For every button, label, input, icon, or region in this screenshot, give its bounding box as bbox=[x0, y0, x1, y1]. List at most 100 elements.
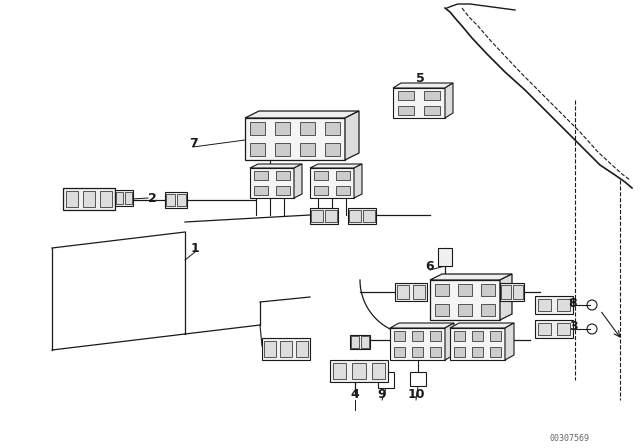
Bar bbox=[255, 186, 268, 195]
Bar bbox=[472, 331, 483, 341]
Bar bbox=[378, 372, 394, 388]
Bar bbox=[481, 304, 495, 316]
Polygon shape bbox=[345, 111, 359, 160]
Bar bbox=[500, 283, 524, 301]
Bar bbox=[398, 106, 414, 115]
Bar bbox=[535, 320, 573, 338]
Bar bbox=[398, 91, 414, 100]
Polygon shape bbox=[430, 274, 512, 280]
Bar bbox=[116, 192, 123, 204]
Bar bbox=[165, 192, 187, 208]
Polygon shape bbox=[250, 168, 294, 198]
Bar bbox=[300, 143, 315, 156]
Polygon shape bbox=[393, 88, 445, 118]
Bar bbox=[538, 299, 551, 311]
Text: 5: 5 bbox=[415, 72, 424, 85]
Bar bbox=[125, 192, 132, 204]
Bar bbox=[412, 347, 423, 357]
Bar bbox=[430, 347, 442, 357]
Bar bbox=[454, 331, 465, 341]
Bar bbox=[337, 186, 349, 195]
Bar bbox=[472, 347, 483, 357]
Bar bbox=[280, 341, 292, 357]
Text: 9: 9 bbox=[378, 388, 387, 401]
Bar bbox=[276, 171, 289, 180]
Bar bbox=[177, 194, 186, 207]
Polygon shape bbox=[354, 164, 362, 198]
Bar bbox=[458, 284, 472, 296]
Bar bbox=[100, 191, 113, 207]
Polygon shape bbox=[445, 323, 454, 360]
Polygon shape bbox=[505, 323, 514, 360]
Bar bbox=[435, 304, 449, 316]
Bar bbox=[330, 360, 388, 382]
Bar bbox=[557, 299, 570, 311]
Bar bbox=[501, 285, 511, 299]
Bar bbox=[424, 106, 440, 115]
Bar bbox=[264, 341, 276, 357]
Bar bbox=[430, 331, 442, 341]
Text: 7: 7 bbox=[189, 137, 197, 150]
Text: 4: 4 bbox=[351, 388, 360, 401]
Bar bbox=[412, 331, 423, 341]
Polygon shape bbox=[310, 168, 354, 198]
Bar bbox=[83, 191, 95, 207]
Bar bbox=[424, 91, 440, 100]
Bar bbox=[513, 285, 523, 299]
Bar bbox=[310, 208, 338, 224]
Bar bbox=[65, 191, 77, 207]
Text: 6: 6 bbox=[426, 259, 435, 272]
Text: 8: 8 bbox=[569, 297, 577, 310]
Bar bbox=[312, 210, 323, 222]
Bar bbox=[255, 171, 268, 180]
Text: 1: 1 bbox=[191, 241, 200, 254]
Bar bbox=[454, 347, 465, 357]
Bar bbox=[352, 363, 366, 379]
Bar bbox=[250, 143, 265, 156]
Bar bbox=[438, 248, 452, 266]
Bar bbox=[275, 122, 290, 135]
Polygon shape bbox=[450, 328, 505, 360]
Bar bbox=[394, 347, 404, 357]
Bar bbox=[337, 171, 349, 180]
Bar bbox=[481, 284, 495, 296]
Bar bbox=[557, 323, 570, 335]
Bar bbox=[325, 210, 337, 222]
Polygon shape bbox=[450, 323, 514, 328]
Polygon shape bbox=[393, 83, 453, 88]
Bar bbox=[538, 323, 551, 335]
Bar bbox=[364, 210, 374, 222]
Polygon shape bbox=[390, 328, 445, 360]
Bar bbox=[63, 188, 115, 210]
Bar bbox=[410, 372, 426, 386]
Polygon shape bbox=[500, 274, 512, 320]
Polygon shape bbox=[390, 323, 454, 328]
Bar bbox=[395, 283, 427, 301]
Bar bbox=[314, 186, 328, 195]
Bar bbox=[349, 210, 360, 222]
Bar bbox=[296, 341, 308, 357]
Text: 10: 10 bbox=[407, 388, 425, 401]
Bar bbox=[394, 331, 404, 341]
Polygon shape bbox=[445, 83, 453, 118]
Bar bbox=[413, 285, 426, 299]
Bar bbox=[115, 190, 133, 206]
Bar bbox=[325, 143, 340, 156]
Bar bbox=[535, 296, 573, 314]
Bar bbox=[262, 338, 310, 360]
Bar bbox=[351, 336, 359, 348]
Bar bbox=[490, 347, 501, 357]
Bar bbox=[372, 363, 385, 379]
Bar bbox=[166, 194, 175, 207]
Bar bbox=[333, 363, 346, 379]
Bar bbox=[397, 285, 410, 299]
Text: 2: 2 bbox=[148, 191, 156, 204]
Polygon shape bbox=[294, 164, 302, 198]
Bar bbox=[314, 171, 328, 180]
Bar bbox=[458, 304, 472, 316]
Polygon shape bbox=[245, 111, 359, 118]
Bar bbox=[300, 122, 315, 135]
Bar bbox=[276, 186, 289, 195]
Bar bbox=[348, 208, 376, 224]
Polygon shape bbox=[250, 164, 302, 168]
